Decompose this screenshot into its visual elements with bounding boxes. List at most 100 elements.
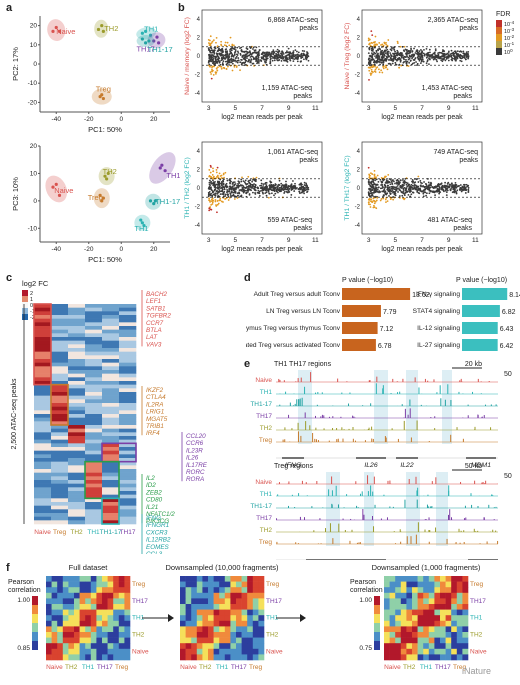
heatmap-cell <box>85 329 103 334</box>
ma-y-tick: 2 <box>357 36 361 42</box>
corr-cell <box>445 620 452 627</box>
ma-point <box>229 36 232 39</box>
corr-cell <box>68 581 75 588</box>
colorbar-swatch <box>374 632 380 641</box>
corr-cell <box>213 609 220 616</box>
ma-point <box>401 54 404 57</box>
corr-cell <box>451 581 458 588</box>
heatmap-cell <box>85 381 103 385</box>
corr-cell <box>202 620 209 627</box>
track-row-label: TH1 <box>260 491 273 498</box>
ma-point <box>284 57 287 60</box>
corr-cell <box>406 632 413 638</box>
ma-point <box>447 51 450 54</box>
corr-cell <box>57 604 64 610</box>
heatmap-cell <box>119 348 137 352</box>
corr-cell <box>208 643 214 650</box>
corr-cell <box>389 615 396 622</box>
heatmap-cell <box>68 377 86 382</box>
corr-cell <box>224 648 231 655</box>
corr-cell <box>400 581 407 588</box>
ma-point <box>212 170 215 172</box>
corr-cell <box>196 592 203 599</box>
ma-point <box>290 186 293 189</box>
corr-cell <box>85 632 92 638</box>
heatmap-cell <box>102 465 120 470</box>
corr-cell <box>62 654 69 661</box>
ma-point <box>393 180 395 183</box>
ma-point <box>386 48 389 51</box>
ma-point <box>281 187 284 190</box>
heatmap-cell <box>51 425 69 429</box>
heatmap-cell <box>51 505 69 510</box>
ma-point <box>256 62 258 65</box>
corr-cell <box>113 643 120 650</box>
corr-cell <box>51 632 58 638</box>
ma-point <box>231 62 234 65</box>
corr-cell <box>400 598 407 605</box>
corr-cell <box>258 598 265 605</box>
gene-label: LEF1 <box>146 298 161 305</box>
ma-point <box>411 184 414 187</box>
track-row-label: TH1-17 <box>250 401 272 408</box>
ma-point <box>434 54 437 56</box>
ma-point <box>400 56 403 59</box>
ma-point <box>410 193 413 196</box>
heatmap-cell <box>102 417 120 422</box>
ma-point <box>445 58 448 60</box>
ma-point <box>412 188 414 191</box>
ma-point <box>427 184 430 187</box>
panel-label-b: b <box>178 2 185 14</box>
left-bar-label: Activated Treg versus activated Tconv <box>246 342 341 349</box>
corr-cell <box>180 643 186 650</box>
ma-point <box>390 49 393 52</box>
gene-label: BACH2 <box>146 291 167 298</box>
corr-cell <box>74 581 80 588</box>
ma-point <box>299 186 301 189</box>
heatmap-cell <box>85 502 103 506</box>
pca-point-th1 <box>142 223 146 228</box>
ma-point <box>371 53 374 56</box>
ma-point <box>248 181 251 184</box>
corr-cell <box>406 587 413 594</box>
corr-cell <box>434 643 441 650</box>
corr-cell <box>79 615 86 622</box>
ma-point <box>209 50 211 53</box>
corr-cell <box>389 598 396 605</box>
corr-cell <box>400 615 407 622</box>
ma-point <box>384 190 387 193</box>
corr-cell <box>434 654 441 661</box>
corr-cell <box>107 604 114 610</box>
heatmap-cell <box>34 315 52 319</box>
heatmap-cell <box>34 373 52 378</box>
corr-cell <box>196 643 203 650</box>
ma-point <box>451 191 454 194</box>
corr-cell <box>400 609 407 616</box>
ma-point <box>369 38 371 41</box>
ma-point <box>369 203 371 206</box>
heatmap-cell <box>51 502 69 506</box>
ma-y-tick: 2 <box>197 36 201 42</box>
corr-cell <box>46 604 52 610</box>
heatmap-cell <box>68 355 86 360</box>
ma-point <box>438 51 441 54</box>
ma-point <box>446 56 449 59</box>
heatmap-cell <box>85 498 103 503</box>
ma-point <box>464 189 467 192</box>
corr-cell <box>445 632 452 638</box>
ma-point <box>290 194 293 196</box>
corr-cell <box>406 598 413 605</box>
ma-point <box>440 51 443 54</box>
ma-point <box>207 61 210 64</box>
corr-cell <box>384 648 390 655</box>
ma-point <box>219 175 222 177</box>
ma-point <box>211 201 214 204</box>
gene-label: CCR6 <box>186 440 204 447</box>
ma-point <box>249 61 252 64</box>
ma-point <box>210 166 212 168</box>
heatmap-cell <box>85 344 103 349</box>
ma-point <box>243 50 246 53</box>
ma-point <box>208 207 211 210</box>
ma-point <box>434 48 437 51</box>
ma-point <box>242 191 245 194</box>
